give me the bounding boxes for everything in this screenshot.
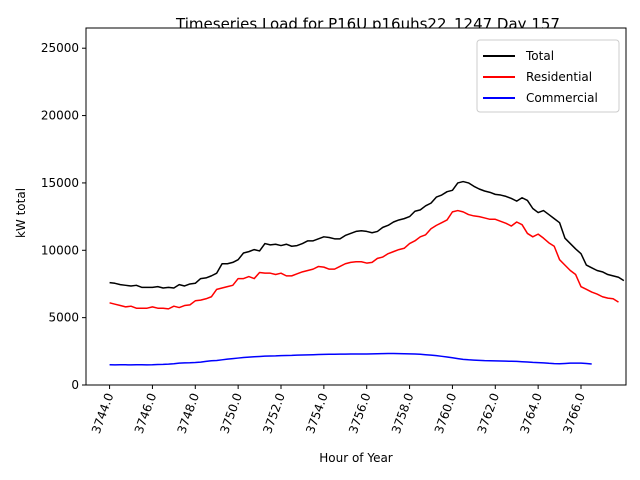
legend-box bbox=[476, 39, 620, 113]
series-line-total bbox=[109, 180, 625, 289]
series-line-residential bbox=[109, 209, 619, 310]
y-tick-label: 0 bbox=[71, 378, 79, 392]
x-axis-label: Hour of Year bbox=[319, 451, 393, 465]
legend-label-total: Total bbox=[525, 49, 554, 63]
legend-label-commercial: Commercial bbox=[526, 91, 598, 105]
legend: Total Residential Commercial bbox=[476, 39, 620, 113]
legend-label-residential: Residential bbox=[526, 70, 592, 84]
plot-frame bbox=[85, 27, 627, 386]
series-layer bbox=[109, 180, 625, 366]
y-tick-label: 10000 bbox=[41, 243, 79, 257]
y-axis: 0 5000 10000 15000 20000 25000 bbox=[41, 41, 86, 392]
y-axis-label: kW total bbox=[14, 188, 28, 238]
y-tick-label: 20000 bbox=[41, 109, 79, 123]
y-tick-label: 25000 bbox=[41, 41, 79, 55]
y-tick-label: 5000 bbox=[48, 311, 79, 325]
series-line-commercial bbox=[109, 352, 592, 366]
y-tick-label: 15000 bbox=[41, 176, 79, 190]
